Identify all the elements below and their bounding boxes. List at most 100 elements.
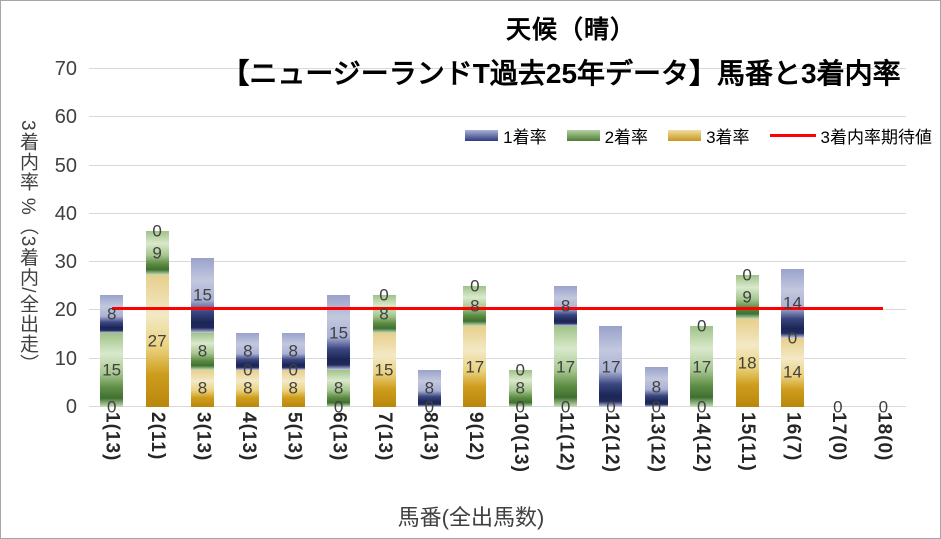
data-label-3着率: 8 [243, 378, 253, 398]
data-label-1着率: 17 [601, 357, 621, 377]
data-label-1着率: 0 [742, 265, 752, 285]
gridline [89, 116, 906, 118]
x-axis-title: 馬番(全出馬数) [397, 505, 545, 530]
expected-value-line [111, 307, 884, 311]
y-axis-tick: 30 [54, 251, 77, 274]
data-label-1着率: 8 [288, 341, 298, 361]
legend-label: 2着率 [604, 128, 649, 147]
bar-segment-1着率 [100, 295, 124, 333]
x-axis-tick: 12(12) [600, 412, 622, 473]
bar-segment-2着率 [554, 326, 578, 407]
data-label-2着率: 15 [102, 360, 122, 380]
plot-area: 0 15 8 27 9 0 8 8 15 8 0 8 8 0 8 0 8 15 15 8 0 0 8 17 8 0 0 8 0 0 17 8 0… [89, 68, 906, 416]
data-label-2着率: 8 [470, 296, 480, 316]
legend-item-3着率: 3着率 [668, 123, 750, 148]
y-axis-tick: 40 [54, 202, 77, 225]
y-axis-tick: 50 [54, 154, 77, 177]
bar-segment-2着率 [327, 369, 351, 407]
y-axis-tick: 70 [54, 58, 77, 80]
data-label-1着率: 8 [106, 304, 117, 324]
bar-segment-2着率 [508, 369, 532, 407]
legend-label: 3着率 [706, 128, 750, 147]
data-label-3着率: 0 [560, 397, 571, 417]
y-axis-tick: 20 [54, 299, 77, 322]
data-label-1着率: 8 [651, 377, 662, 397]
legend-swatch-3chaku [668, 130, 702, 141]
data-label-1着率: 0 [379, 285, 389, 305]
bar-segment-3着率 [735, 319, 759, 407]
bar-segment-1着率 [644, 366, 668, 407]
x-axis-tick: 10(13) [510, 412, 532, 473]
data-label-1着率: 0 [515, 360, 525, 380]
bar-segment-2着率 [145, 231, 169, 276]
data-label-2着率: 9 [742, 287, 752, 307]
bar-segment-1着率 [417, 369, 441, 407]
x-axis-tick: 4(13) [237, 412, 259, 462]
gridline [89, 406, 906, 407]
bar-segment-2着率 [100, 332, 124, 407]
data-label-2着率: 8 [379, 304, 389, 324]
data-label-2着率: 0 [288, 360, 298, 380]
data-label-1着率: 0 [697, 316, 707, 336]
legend-label: 1着率 [503, 128, 547, 147]
data-label-3着率: 0 [697, 397, 707, 417]
bar-segment-1着率 [190, 258, 214, 333]
data-label-2着率: 0 [787, 328, 798, 348]
data-label-1着率: 0 [470, 276, 480, 296]
bar-segment-3着率 [190, 369, 214, 407]
data-label-1着率: 14 [783, 293, 802, 313]
data-label-2着率: 0 [243, 360, 253, 380]
data-label-2着率: 9 [152, 243, 162, 263]
x-axis-tick: 3(13) [192, 412, 214, 462]
data-label-1着率: 15 [329, 323, 349, 343]
data-label-3着率: 0 [606, 397, 616, 417]
data-label-3着率: 27 [147, 331, 167, 351]
data-label-3着率: 8 [288, 378, 298, 398]
bar-segment-1着率 [781, 268, 805, 338]
bar-segment-1着率 [281, 332, 305, 370]
bar-segment-2着率 [463, 286, 487, 327]
data-label-2着率: 8 [515, 378, 525, 398]
x-axis-tick: 9(12) [464, 412, 486, 462]
data-label-3着率: 0 [515, 397, 525, 417]
chart-subtitle: 【ニュージーランドT過去25年データ】馬番と3着内率 [221, 58, 901, 89]
data-label-3着率: 0 [651, 397, 662, 417]
data-label-3着率: 18 [737, 353, 757, 373]
bar-segment-3着率 [372, 332, 396, 407]
y-axis-tick: 0 [65, 396, 77, 418]
data-label-3着率: 0 [878, 397, 889, 417]
bar-segment-1着率 [327, 295, 351, 370]
x-axis-tick: 16(7) [782, 412, 804, 462]
x-axis-tick: 5(13) [283, 412, 305, 462]
gridline [89, 212, 906, 214]
x-axis-tick: 2(11) [147, 412, 169, 461]
data-label-1着率: 8 [243, 341, 253, 361]
data-label-2着率: 8 [333, 378, 344, 398]
gridline [89, 68, 906, 69]
data-label-2着率: 17 [692, 357, 712, 377]
bar-segment-2着率 [372, 295, 396, 333]
data-label-2着率: 8 [197, 341, 208, 361]
legend-item-2着率: 2着率 [566, 123, 649, 148]
gridline [89, 164, 906, 166]
data-label-2着率: 17 [556, 357, 576, 377]
data-label-3着率: 0 [106, 397, 117, 417]
x-axis-tick: 17(0) [827, 412, 849, 462]
x-axis-tick: 6(13) [328, 412, 350, 462]
data-label-1着率: 15 [193, 285, 212, 305]
gridline [89, 261, 906, 263]
bar-segment-1着率 [236, 332, 260, 370]
data-label-3着率: 15 [374, 360, 394, 380]
bar-segment-2着率 [190, 332, 214, 370]
data-label-1着率: 8 [424, 378, 435, 398]
data-label-3着率: 14 [783, 362, 802, 382]
x-axis-tick: 7(13) [374, 412, 396, 462]
data-label-3着率: 0 [833, 397, 843, 417]
bar-segment-3着率 [236, 369, 260, 407]
data-label-1着率: 0 [152, 221, 162, 241]
data-label-1着率: 8 [560, 296, 571, 316]
data-label-3着率: 0 [333, 397, 344, 417]
legend-item-expected-line: 3着内率期待値 [769, 123, 932, 148]
y-axis-tick: 60 [54, 106, 77, 129]
